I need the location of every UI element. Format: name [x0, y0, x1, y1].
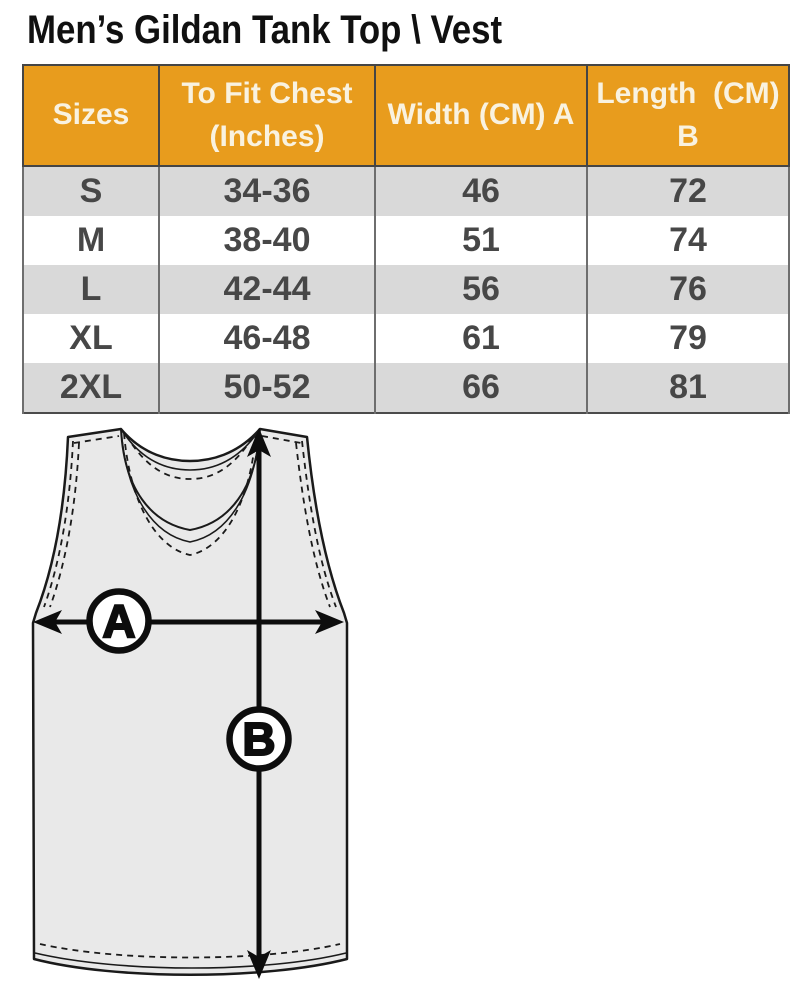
length-arrowhead-top: [247, 428, 271, 457]
left-shoulder-stitch: [73, 435, 120, 444]
table-row-s: S 34-36 46 72: [22, 166, 790, 216]
size-table-header-row: Sizes To Fit Chest (Inches) Width (CM) A: [22, 64, 790, 167]
width-arrowhead-right: [315, 610, 344, 634]
chest-cell: 38-40: [158, 216, 376, 265]
width-cell: 61: [374, 314, 588, 363]
header-sizes: Sizes: [22, 64, 160, 167]
back-neckband-stitch: [125, 434, 255, 480]
width-cell: 46: [374, 166, 588, 216]
tank-top-svg: A B: [31, 427, 349, 979]
length-arrow: [247, 428, 271, 979]
garment-outline: [31, 427, 349, 976]
left-armhole-stitch: [43, 440, 74, 608]
chest-cell: 42-44: [158, 265, 376, 314]
size-cell: L: [22, 265, 160, 314]
length-label: B: [242, 713, 275, 765]
table-row-xl: XL 46-48 61 79: [22, 314, 790, 363]
header-width: Width (CM) A: [374, 64, 588, 167]
size-cell: 2XL: [22, 363, 160, 413]
tank-top-diagram: A B: [20, 416, 370, 998]
chest-cell: 46-48: [158, 314, 376, 363]
length-cell: 76: [586, 265, 790, 314]
width-cell: 56: [374, 265, 588, 314]
length-arrowhead-bottom: [247, 950, 271, 979]
front-neckband-inner-line: [120, 428, 261, 543]
right-armhole-stitch: [301, 440, 337, 608]
header-chest: To Fit Chest (Inches): [158, 64, 376, 167]
length-cell: 79: [586, 314, 790, 363]
size-cell: M: [22, 216, 160, 265]
width-label-badge: A: [86, 588, 152, 654]
hem-fold-line: [34, 952, 347, 969]
size-cell: XL: [22, 314, 160, 363]
table-row-l: L 42-44 56 76: [22, 265, 790, 314]
width-cell: 51: [374, 216, 588, 265]
right-shoulder-stitch: [261, 435, 302, 444]
header-length: Length (CM) B: [586, 64, 790, 167]
page-title: Men’s Gildan Tank Top \ Vest: [27, 8, 503, 52]
length-label-badge: B: [226, 706, 292, 772]
width-arrowhead-left: [33, 610, 62, 634]
back-neckband-line: [120, 428, 261, 471]
left-armhole-stitch-inner: [49, 442, 80, 608]
width-cell: 66: [374, 363, 588, 413]
size-cell: S: [22, 166, 160, 216]
size-table: Sizes To Fit Chest (Inches) Width (CM) A: [22, 64, 790, 414]
table-row-m: M 38-40 51 74: [22, 216, 790, 265]
right-armhole-stitch-inner: [295, 442, 331, 608]
width-label: A: [102, 595, 135, 647]
length-cell: 81: [586, 363, 790, 413]
chest-cell: 50-52: [158, 363, 376, 413]
length-cell: 74: [586, 216, 790, 265]
chest-cell: 34-36: [158, 166, 376, 216]
length-cell: 72: [586, 166, 790, 216]
table-row-2xl: 2XL 50-52 66 81: [22, 363, 790, 413]
hem-stitch: [39, 943, 341, 959]
front-neckband-stitch: [123, 432, 257, 556]
